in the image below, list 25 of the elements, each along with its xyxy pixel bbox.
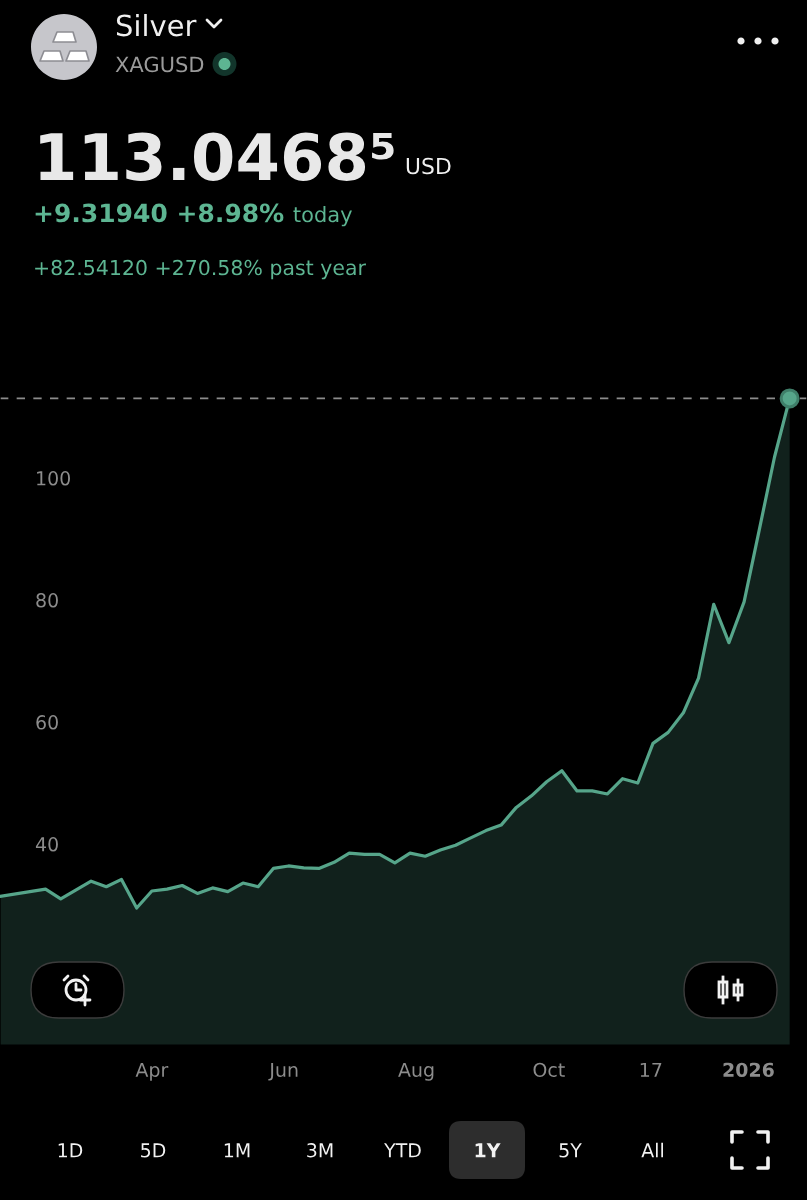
text: All: [641, 1142, 663, 1158]
x-tick-label: 17: [640, 1062, 662, 1077]
text: 3M: [307, 1143, 333, 1158]
y-tick-label: 100: [37, 471, 70, 486]
x-tick-label: Apr: [135, 1062, 169, 1081]
x-tick-label: 2026: [723, 1062, 774, 1078]
text: 1Y: [475, 1143, 501, 1158]
x-tick-label: Jun: [268, 1062, 298, 1081]
text: 5Y: [559, 1143, 582, 1158]
chart-subtitle: XAGUSD: [115, 56, 204, 73]
text: 1D: [58, 1143, 83, 1158]
text: +82.54120 +270.58% past year: [35, 259, 366, 280]
y-tick-label: 80: [36, 593, 58, 608]
text: +9.31940 +8.98%: [35, 203, 284, 223]
text: 1M: [224, 1143, 250, 1158]
text: YTD: [384, 1143, 421, 1158]
text: USD: [406, 157, 451, 175]
text: 113.0468⁵: [40, 132, 394, 181]
text: 5D: [141, 1143, 166, 1158]
text: today: [293, 206, 352, 227]
x-tick-label: Aug: [398, 1062, 434, 1081]
y-tick-label: 40: [35, 837, 58, 852]
chart-title: Silver: [116, 13, 197, 37]
y-tick-label: 60: [36, 715, 58, 730]
x-tick-label: Oct: [533, 1062, 565, 1078]
